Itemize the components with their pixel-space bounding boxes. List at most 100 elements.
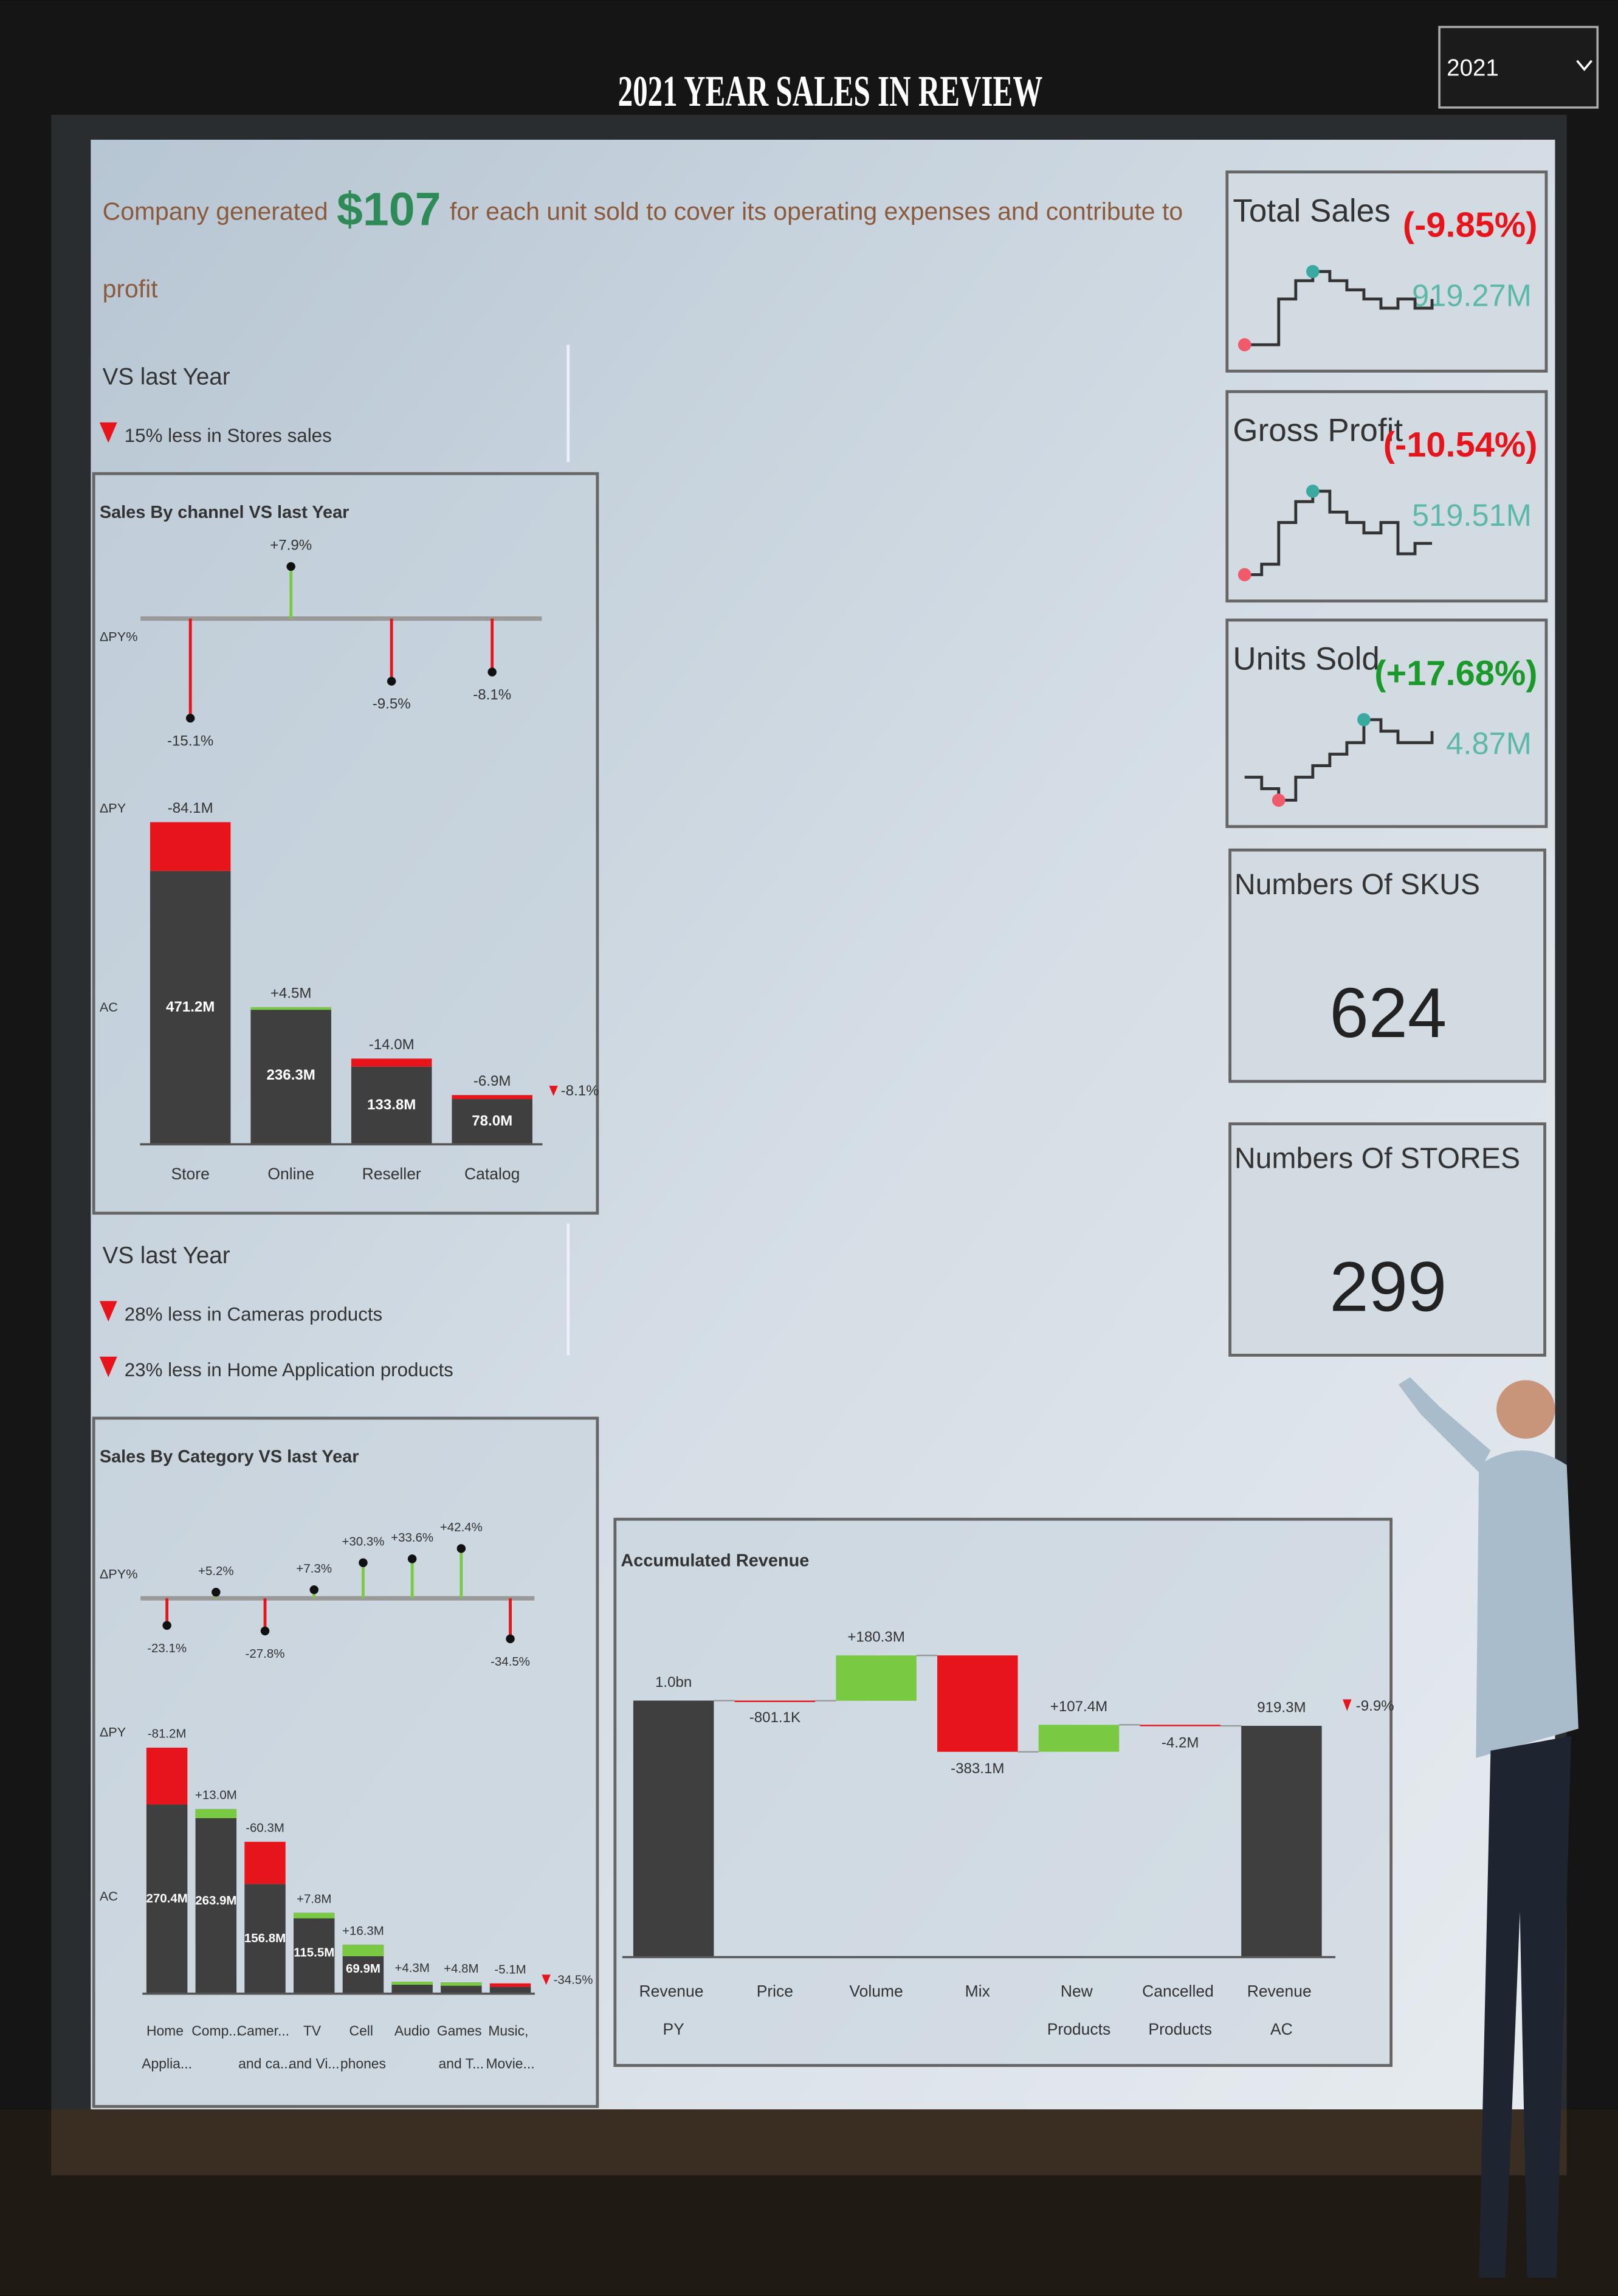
total-marker [1343, 1699, 1352, 1711]
x-tick-label: Price [757, 1982, 793, 2000]
headline: Company generated $107 for each unit sold … [103, 184, 1183, 236]
kpi-value: 519.51M [1412, 498, 1532, 533]
x-tick-label: Revenue PY [639, 1982, 707, 2038]
pct-dot [162, 1621, 171, 1630]
pct-dot [456, 1544, 466, 1553]
delta-label: -81.2M [148, 1727, 187, 1741]
pct-label: +7.9% [270, 537, 312, 554]
sparkline-min [1238, 568, 1251, 582]
pct-label: +30.3% [342, 1534, 384, 1548]
delta-bar [244, 1841, 286, 1884]
sparkline-min [1238, 338, 1251, 351]
bar [489, 1987, 531, 1994]
value-label: 133.8M [367, 1097, 416, 1113]
insight-text: 28% less in Cameras products [125, 1304, 382, 1325]
stage-edge [51, 2109, 1567, 2176]
x-tick-label: Revenue AC [1247, 1982, 1316, 2038]
x-tick-label: Mix [965, 1982, 990, 2000]
total-marker [549, 1086, 558, 1096]
pct-label: -9.5% [373, 696, 411, 712]
label-line: Revenue [639, 1982, 707, 2000]
waterfall-bar [1038, 1725, 1120, 1752]
label-line: Music, [488, 2022, 532, 2038]
kpi-title: Gross Profit [1233, 413, 1403, 449]
value-label: +180.3M [847, 1629, 904, 1646]
label-line: New [1061, 1982, 1097, 2000]
headline-amount: $107 [337, 184, 441, 236]
dashboard-title: 2021 YEAR SALES IN REVIEW [618, 67, 1043, 115]
pct-dot [387, 677, 396, 686]
year-dropdown[interactable] [1438, 26, 1599, 109]
kpi-card [1225, 170, 1548, 373]
pct-label: -34.5% [491, 1655, 530, 1669]
value-label: +107.4M [1050, 1698, 1107, 1715]
insight-text: 23% less in Home Application products [125, 1359, 453, 1381]
headline-text: for each unit sold to cover its operatin… [450, 197, 1183, 225]
label-line: PY [663, 2020, 684, 2038]
pct-dot [407, 1554, 417, 1563]
x-tick-label: Cell phones [340, 2022, 386, 2071]
kpi-title: Total Sales [1233, 193, 1390, 229]
label-line: Movie... [486, 2056, 535, 2072]
waterfall-bar [734, 1700, 816, 1702]
value-label: 471.2M [166, 999, 215, 1015]
pct-dot [185, 714, 195, 723]
x-tick-label: Music, Movie... [486, 2022, 535, 2071]
label-line: phones [340, 2056, 386, 2072]
row-label: AC [100, 1888, 118, 1903]
x-tick-label: Volume [849, 1982, 903, 2000]
kpi-card [1225, 390, 1548, 603]
label-line: Cancelled [1142, 1982, 1218, 2000]
pct-label: -15.1% [167, 733, 213, 749]
value-label: 156.8M [244, 1931, 286, 1945]
row-label: ΔPY% [100, 629, 138, 644]
kpi-change: (-9.85%) [1403, 206, 1538, 245]
x-tick-label: New Products [1047, 1982, 1111, 2038]
count-title: Numbers Of SKUS [1234, 868, 1480, 901]
delta-bar [250, 1007, 331, 1010]
label-line: and Vi... [289, 2056, 340, 2072]
count-card [1228, 848, 1546, 1083]
sparkline-max [1306, 484, 1320, 498]
sparkline-max [1357, 713, 1371, 726]
dropdown-caret [1576, 60, 1593, 72]
pct-dot [309, 1585, 318, 1594]
delta-label: +13.0M [195, 1788, 237, 1802]
label-line: TV [303, 2022, 325, 2038]
label-line: Games [437, 2022, 486, 2038]
label-line: AC [1270, 2020, 1293, 2038]
total-marker [542, 1974, 551, 1985]
sparkline [1244, 489, 1433, 576]
x-tick-label: Home Applia... [142, 2022, 192, 2071]
chart-title: Sales By channel VS last Year [100, 503, 349, 522]
x-tick-label: Reseller [362, 1165, 421, 1183]
sparkline [1244, 270, 1434, 346]
bar [244, 1884, 286, 1994]
label-line: Revenue [1247, 1982, 1316, 2000]
pct-label: -23.1% [147, 1641, 187, 1655]
delta-bar [342, 1945, 384, 1957]
label-line: and ca... [238, 2056, 292, 2072]
pct-dot [260, 1626, 270, 1636]
insight-text: 15% less in Stores sales [125, 425, 332, 446]
delta-bar [294, 1912, 335, 1919]
pct-dot [506, 1634, 515, 1644]
x-tick-label: Cancelled Products [1142, 1982, 1218, 2038]
delta-label: +4.5M [270, 985, 312, 1002]
waterfall-bar [836, 1655, 917, 1701]
bar [294, 1912, 335, 1994]
waterfall-bar [937, 1655, 1018, 1752]
delta-label: +4.8M [444, 1962, 478, 1976]
total-label: -9.9% [1356, 1698, 1394, 1714]
row-label: ΔPY% [100, 1566, 138, 1581]
x-tick-label: Camer... and ca... [237, 2022, 294, 2071]
count-value: 624 [1329, 973, 1447, 1052]
delta-label: -14.0M [369, 1036, 415, 1053]
label-line: Cell [349, 2022, 377, 2038]
value-label: 1.0bn [655, 1674, 692, 1691]
value-label: 919.3M [1257, 1700, 1306, 1716]
x-tick-label: Store [171, 1165, 210, 1183]
pct-label: -8.1% [473, 686, 511, 703]
